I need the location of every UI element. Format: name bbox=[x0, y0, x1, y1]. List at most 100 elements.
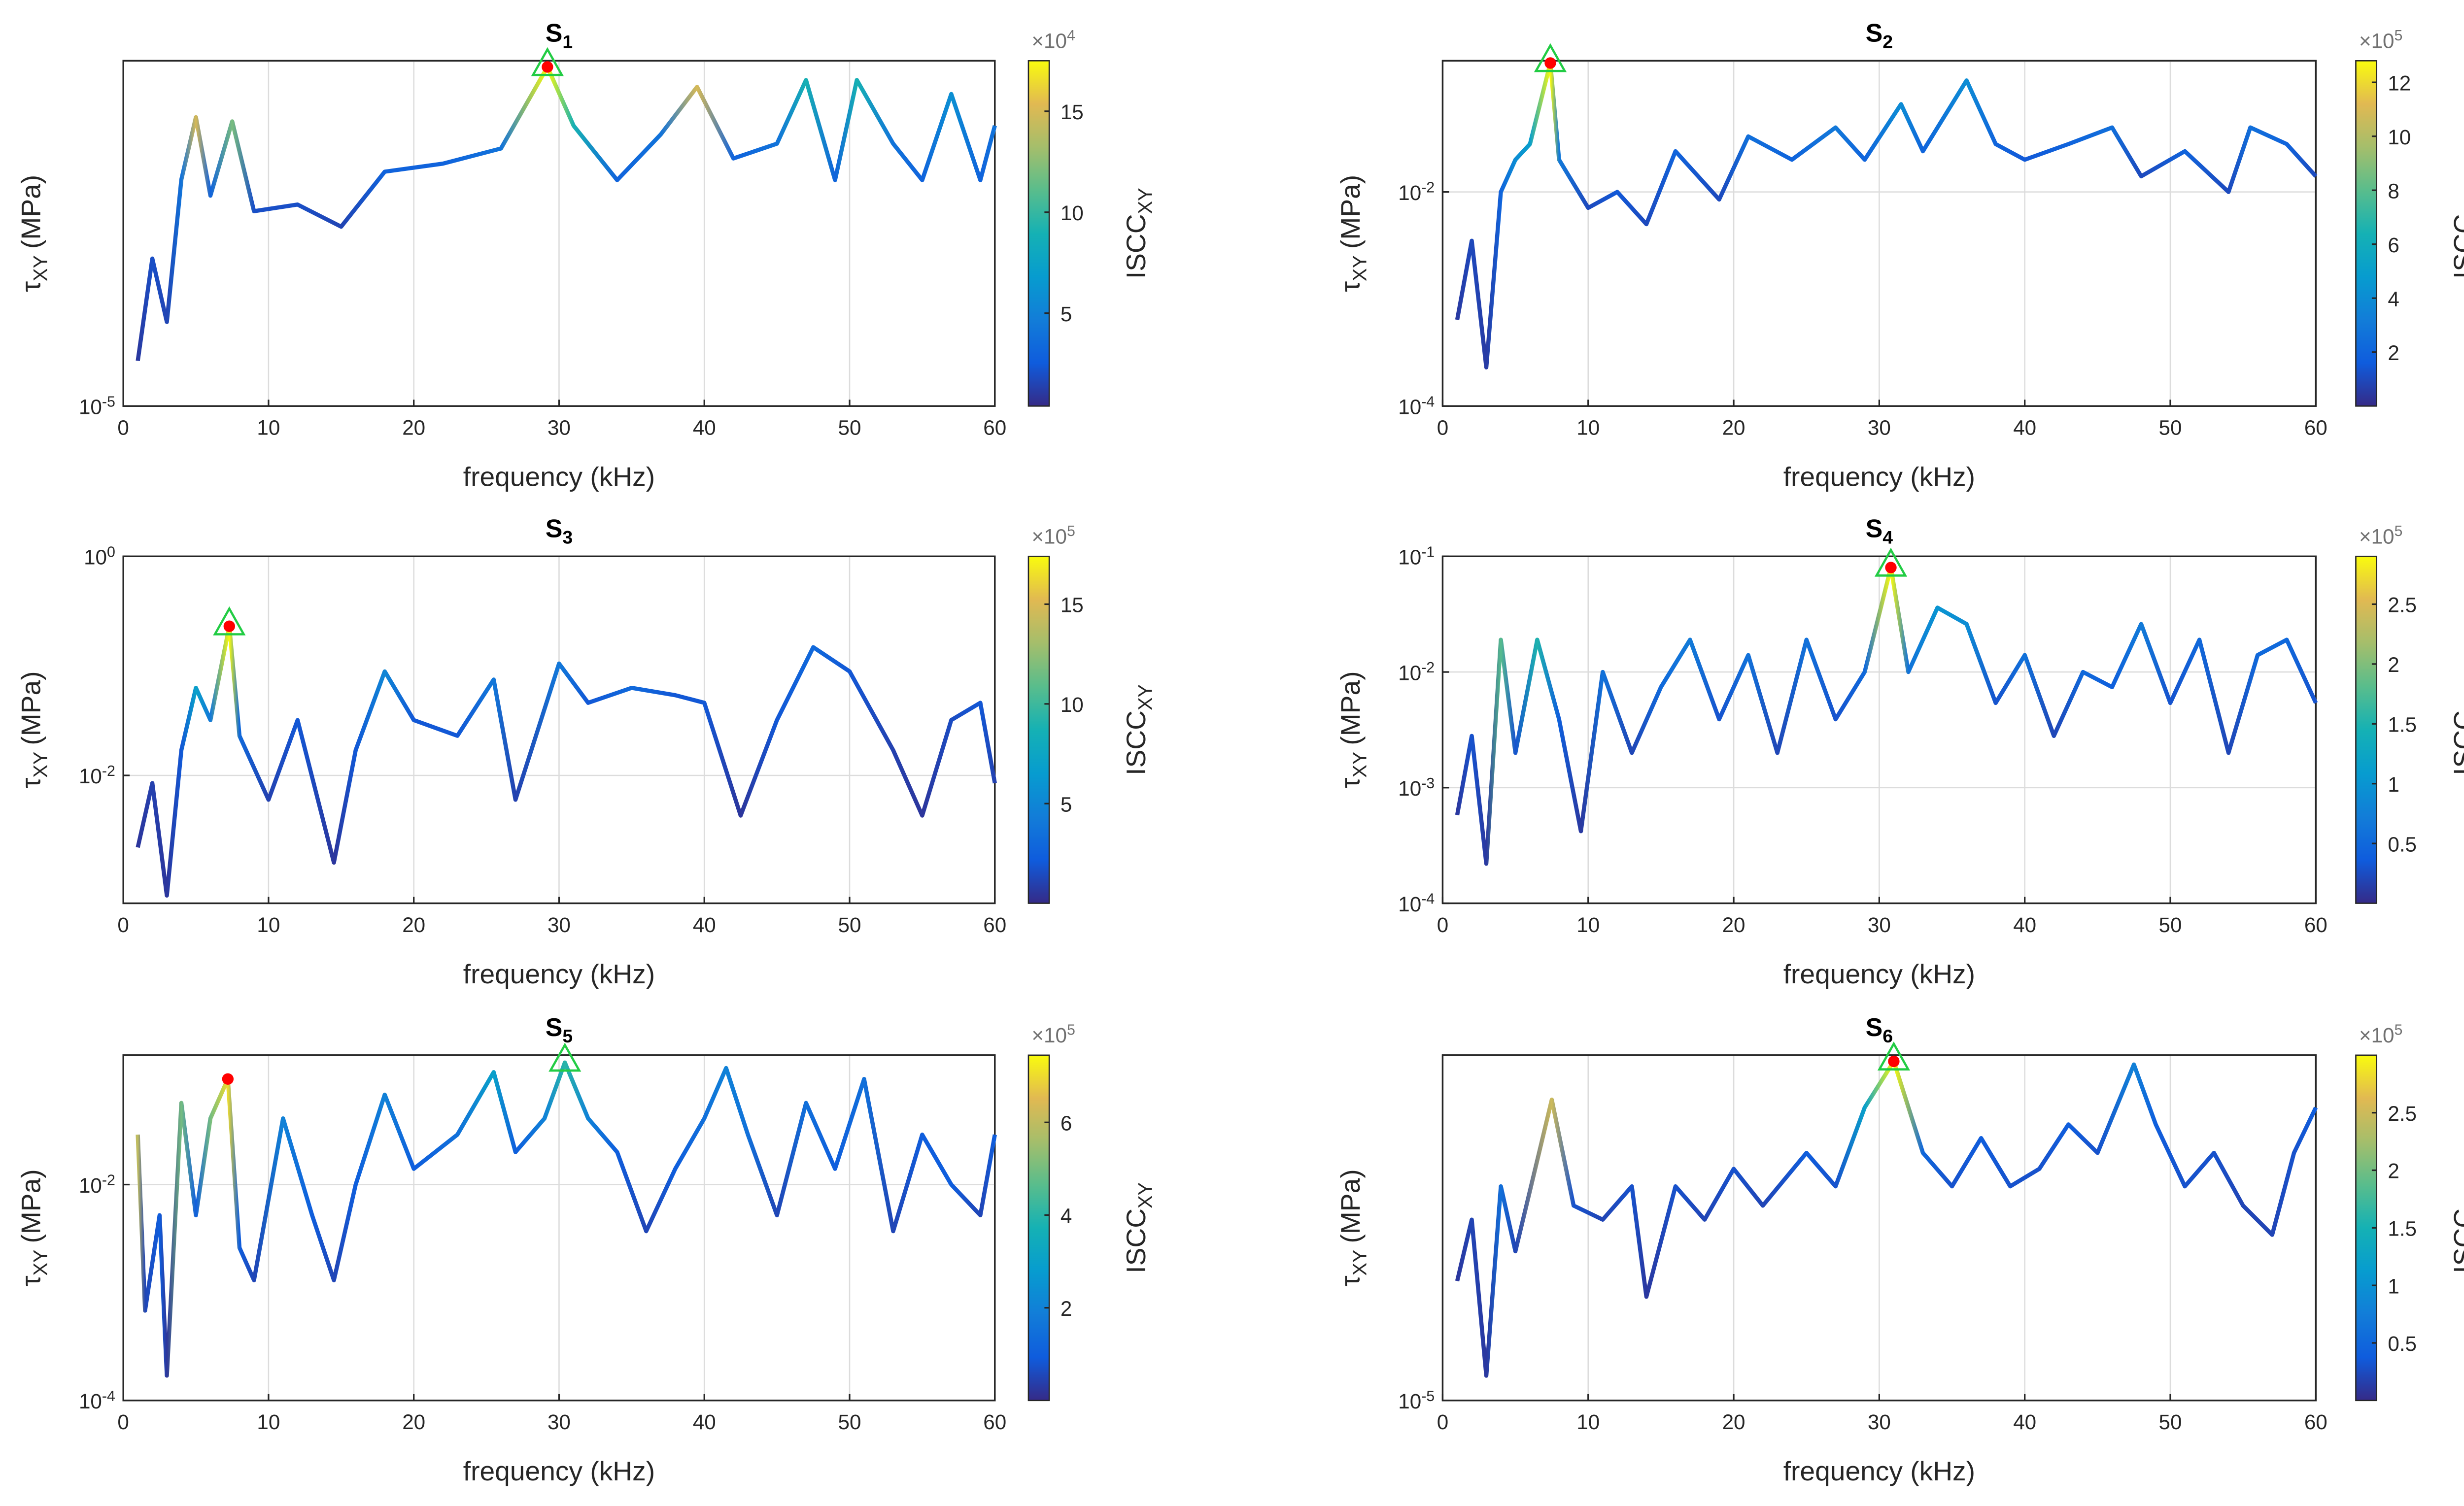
x-tick-label: 10 bbox=[257, 416, 280, 439]
colorbar-tick-label: 2 bbox=[1061, 1297, 1072, 1320]
x-tick-label: 30 bbox=[548, 1410, 571, 1434]
x-axis-label: frequency (kHz) bbox=[1783, 462, 1975, 492]
colorbar-label-part: XY bbox=[1135, 684, 1157, 710]
y-tick-label-part: 10 bbox=[84, 546, 107, 569]
colorbar-scale: ×104 bbox=[1031, 28, 1075, 52]
chart-title-part: 2 bbox=[1882, 31, 1893, 52]
colorbar-tick-label: 2 bbox=[2388, 1160, 2399, 1183]
spectrum-line bbox=[1455, 61, 2318, 369]
chart-title-part: S bbox=[1866, 19, 1883, 47]
colorbar-tick-label: 5 bbox=[1061, 302, 1072, 326]
peak-dot bbox=[1885, 562, 1897, 573]
y-tick-label-part: -2 bbox=[102, 1172, 115, 1189]
x-tick-label: 10 bbox=[1576, 416, 1600, 439]
chart-title-part: S bbox=[546, 514, 563, 543]
x-tick-label: 0 bbox=[1437, 913, 1448, 937]
y-tick-label-part: -1 bbox=[1421, 544, 1435, 560]
chart-title: S3 bbox=[546, 514, 573, 547]
chart-title: S5 bbox=[546, 1013, 573, 1046]
y-tick-label-part: 10 bbox=[1398, 396, 1421, 419]
x-tick-label: 60 bbox=[983, 1410, 1006, 1434]
colorbar-tick-label: 15 bbox=[1061, 100, 1084, 124]
colorbar-tick-label: 4 bbox=[2388, 287, 2399, 310]
y-axis-label-part: τ bbox=[15, 1275, 46, 1286]
spectrum-line bbox=[136, 1060, 997, 1378]
y-tick-label-part: -4 bbox=[1421, 394, 1435, 410]
y-axis-label-part: XY bbox=[1349, 752, 1371, 778]
chart-title-part: 6 bbox=[1882, 1026, 1893, 1046]
colorbar-tick-label: 2.5 bbox=[2388, 1102, 2417, 1125]
colorbar-label: ISCCXY bbox=[1121, 684, 1157, 775]
colorbar-tick-label: 1.5 bbox=[2388, 713, 2417, 736]
colorbar-label: ISCCXY bbox=[2448, 188, 2464, 279]
colorbar-label: ISCCXY bbox=[2448, 1182, 2464, 1273]
x-tick-label: 60 bbox=[983, 913, 1006, 937]
y-tick-label-part: 10 bbox=[79, 1174, 102, 1197]
colorbar-tick-label: 6 bbox=[1061, 1112, 1072, 1135]
colorbar-tick-label: 8 bbox=[2388, 179, 2399, 202]
x-tick-label: 20 bbox=[1722, 913, 1745, 937]
colorbar-scale-part: 5 bbox=[2394, 1022, 2402, 1038]
colorbar-scale-part: 5 bbox=[1067, 1022, 1075, 1038]
y-tick-label: 10-2 bbox=[79, 1172, 115, 1197]
colorbar-scale-part: 5 bbox=[1067, 523, 1075, 539]
x-tick-label: 60 bbox=[2304, 913, 2327, 937]
colorbar-tick-label: 2.5 bbox=[2388, 594, 2417, 617]
y-tick-label: 10-4 bbox=[79, 1388, 115, 1413]
y-axis-label-part: XY bbox=[30, 255, 51, 281]
colorbar bbox=[1027, 1054, 1050, 1402]
x-tick-label: 50 bbox=[2159, 913, 2182, 937]
y-tick-label: 10-5 bbox=[79, 394, 115, 418]
colorbar-scale: ×105 bbox=[1031, 523, 1075, 548]
y-axis-label-part: τ bbox=[1335, 777, 1366, 788]
axes-frame bbox=[1441, 555, 2317, 904]
x-tick-label: 20 bbox=[1722, 1410, 1745, 1434]
colorbar-tick-label: 1 bbox=[2388, 773, 2399, 796]
y-tick-label-part: -2 bbox=[102, 763, 115, 779]
y-axis-label: τXY (MPa) bbox=[1335, 175, 1371, 292]
y-axis-label-part: τ bbox=[1335, 1275, 1366, 1286]
colorbar-tick-label: 5 bbox=[1061, 793, 1072, 816]
colorbar-scale-part: ×10 bbox=[1031, 29, 1067, 52]
colorbar-label-part: XY bbox=[1135, 188, 1157, 214]
axes-frame bbox=[1441, 60, 2317, 407]
chart-title-part: 5 bbox=[562, 1026, 573, 1046]
peak-dot bbox=[223, 620, 235, 632]
x-tick-label: 60 bbox=[983, 416, 1006, 439]
y-tick-label-part: 0 bbox=[107, 544, 115, 560]
spectrum-line bbox=[136, 65, 997, 362]
y-axis-label-part: XY bbox=[30, 1250, 51, 1276]
peak-dot bbox=[222, 1073, 234, 1085]
colorbar-label-part: XY bbox=[2462, 188, 2464, 214]
colorbar-scale-part: 5 bbox=[2394, 28, 2402, 44]
x-tick-label: 10 bbox=[1576, 913, 1600, 937]
colorbar-scale-part: 4 bbox=[1067, 28, 1075, 44]
x-tick-label: 0 bbox=[117, 1410, 129, 1434]
colorbar-scale-part: ×10 bbox=[2359, 1024, 2395, 1047]
x-tick-label: 30 bbox=[1868, 1410, 1891, 1434]
y-axis-label-part: XY bbox=[30, 752, 51, 778]
colorbar-label-part: ISCC bbox=[1121, 214, 1151, 279]
colorbar-label-part: ISCC bbox=[2448, 214, 2464, 279]
colorbar-tick-label: 10 bbox=[2388, 126, 2411, 149]
colorbar-scale-part: ×10 bbox=[2359, 525, 2395, 548]
chart-title-part: S bbox=[1866, 1013, 1883, 1042]
colorbar-tick-label: 0.5 bbox=[2388, 1332, 2417, 1355]
y-axis-label-part: XY bbox=[1349, 1250, 1371, 1276]
x-tick-label: 0 bbox=[1437, 416, 1448, 439]
y-tick-label-part: -5 bbox=[102, 394, 115, 410]
chart-title-part: 3 bbox=[562, 527, 573, 547]
peak-triangle bbox=[213, 606, 246, 636]
colorbar-tick-label: 1.5 bbox=[2388, 1217, 2417, 1240]
y-tick-label-part: 10 bbox=[1398, 1390, 1421, 1413]
y-tick-label-part: 10 bbox=[79, 765, 102, 788]
x-tick-label: 30 bbox=[548, 416, 571, 439]
colorbar-tick-label: 4 bbox=[1061, 1205, 1072, 1228]
y-tick-label-part: 10 bbox=[79, 1390, 102, 1413]
y-tick-label-part: -4 bbox=[1421, 891, 1435, 907]
axes-frame bbox=[122, 555, 996, 904]
colorbar-scale: ×105 bbox=[1031, 1022, 1075, 1047]
chart-title-part: S bbox=[546, 19, 563, 47]
x-tick-label: 20 bbox=[402, 1410, 425, 1434]
